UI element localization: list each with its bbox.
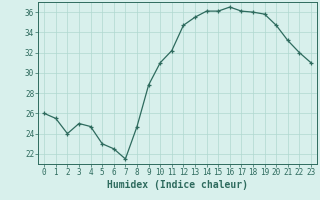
X-axis label: Humidex (Indice chaleur): Humidex (Indice chaleur): [107, 180, 248, 190]
